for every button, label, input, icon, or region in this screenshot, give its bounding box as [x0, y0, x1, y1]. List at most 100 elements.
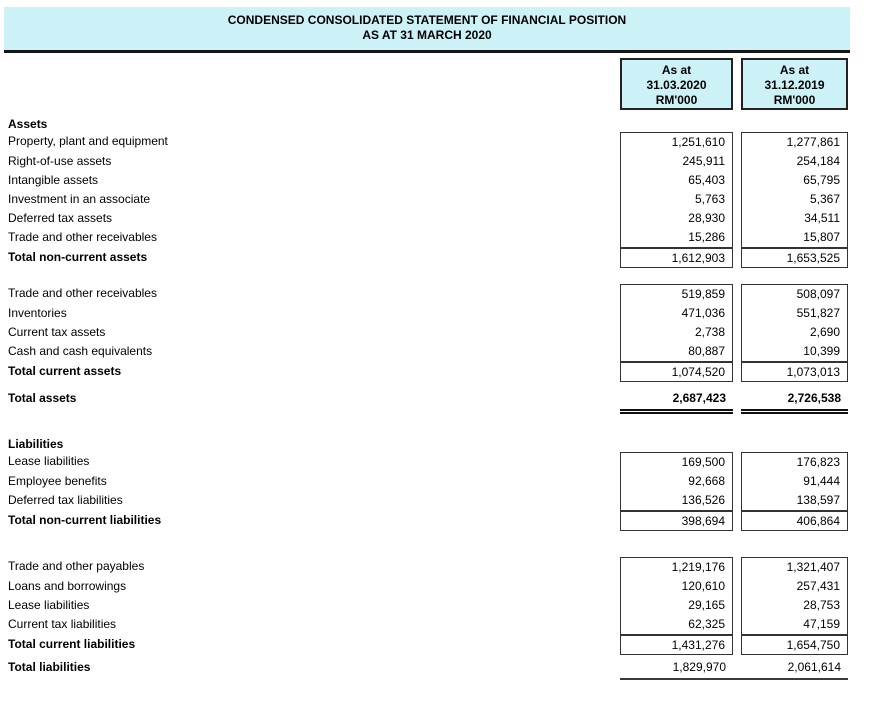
value-2019: 15,807 — [741, 228, 848, 248]
total-assets-row: Total assets 2,687,423 2,726,538 — [0, 390, 848, 414]
value-2019: 5,367 — [741, 190, 848, 209]
group-non-current-liabilities: Lease liabilities 169,500 176,823 Employ… — [0, 452, 878, 531]
value-2020: 92,668 — [620, 472, 733, 491]
row-label: Total current assets — [8, 364, 122, 378]
row-label: Loans and borrowings — [8, 579, 127, 593]
value-2020: 28,930 — [620, 209, 733, 228]
row-label: Lease liabilities — [8, 598, 90, 612]
total-liabilities-row: Total liabilities 1,829,970 2,061,614 — [0, 659, 848, 675]
value-2020: 1,074,520 — [620, 362, 733, 382]
value-2019: 257,431 — [741, 577, 848, 596]
row-label: Deferred tax assets — [8, 211, 113, 225]
value-2020: 2,687,423 — [620, 390, 733, 414]
total-row-current-assets: Total current assets 1,074,520 1,073,013 — [0, 362, 848, 382]
value-2019: 28,753 — [741, 596, 848, 615]
header-rule — [4, 50, 850, 53]
row-label: Intangible assets — [8, 173, 99, 187]
table-row: Deferred tax assets 28,930 34,511 — [0, 209, 848, 228]
table-row: Cash and cash equivalents 80,887 10,399 — [0, 342, 848, 362]
row-label: Current tax liabilities — [8, 617, 117, 631]
value-2020: 62,325 — [620, 615, 733, 635]
value-2019: 65,795 — [741, 171, 848, 190]
table-row: Current tax liabilities 62,325 47,159 — [0, 615, 848, 635]
value-2020: 29,165 — [620, 596, 733, 615]
total-row-non-current-liabilities: Total non-current liabilities 398,694 40… — [0, 511, 848, 531]
table-row: Current tax assets 2,738 2,690 — [0, 323, 848, 342]
column-header-prefix: As at — [779, 63, 810, 77]
value-2019: 10,399 — [741, 342, 848, 362]
row-label: Inventories — [8, 306, 67, 320]
value-2020: 398,694 — [620, 511, 733, 531]
value-2019: 2,690 — [741, 323, 848, 342]
value-2020: 471,036 — [620, 304, 733, 323]
group-non-current-assets: Property, plant and equipment 1,251,610 … — [0, 132, 878, 268]
column-header-unit: RM'000 — [773, 93, 816, 107]
value-2020: 169,500 — [620, 452, 733, 472]
value-2020: 519,859 — [620, 284, 733, 304]
row-label: Investment in an associate — [8, 192, 151, 206]
value-2019: 551,827 — [741, 304, 848, 323]
title-band: CONDENSED CONSOLIDATED STATEMENT OF FINA… — [4, 7, 850, 50]
table-row: Deferred tax liabilities 136,526 138,597 — [0, 491, 848, 511]
table-row: Lease liabilities 29,165 28,753 — [0, 596, 848, 615]
row-label: Total assets — [8, 391, 77, 405]
row-label: Deferred tax liabilities — [8, 493, 123, 507]
value-2019: 508,097 — [741, 284, 848, 304]
value-2019: 2,061,614 — [787, 660, 841, 674]
column-header-2019: As at 31.12.2019 RM'000 — [741, 58, 848, 110]
column-header-prefix: As at — [661, 63, 692, 77]
row-label: Cash and cash equivalents — [8, 344, 153, 358]
row-label: Trade and other receivables — [8, 286, 157, 300]
row-label: Lease liabilities — [8, 454, 90, 468]
value-2020: 80,887 — [620, 342, 733, 362]
value-2020: 1,612,903 — [620, 248, 733, 268]
value-2019: 1,653,525 — [741, 248, 848, 268]
value-2019: 1,073,013 — [741, 362, 848, 382]
total-liabilities-underline — [620, 678, 848, 680]
value-2019: 91,444 — [741, 472, 848, 491]
value-2020: 245,911 — [620, 152, 733, 171]
value-2020: 65,403 — [620, 171, 733, 190]
table-row: Investment in an associate 5,763 5,367 — [0, 190, 848, 209]
row-label: Total non-current assets — [8, 250, 148, 264]
column-header-2020: As at 31.03.2020 RM'000 — [620, 58, 733, 110]
total-row-current-liabilities: Total current liabilities 1,431,276 1,65… — [0, 635, 848, 655]
section-heading-assets: Assets — [8, 117, 48, 131]
document-page: CONDENSED CONSOLIDATED STATEMENT OF FINA… — [0, 7, 878, 680]
column-headers-row: As at 31.03.2020 RM'000 As at 31.12.2019… — [0, 58, 848, 110]
column-header-date: 31.03.2020 — [646, 78, 707, 92]
row-label: Employee benefits — [8, 474, 107, 488]
section-heading-liabilities: Liabilities — [8, 437, 64, 451]
value-2019: 176,823 — [741, 452, 848, 472]
table-row: Trade and other payables 1,219,176 1,321… — [0, 557, 848, 577]
value-2019: 1,277,861 — [741, 132, 848, 152]
table-row: Lease liabilities 169,500 176,823 — [0, 452, 848, 472]
value-2020: 120,610 — [620, 577, 733, 596]
value-2020: 1,219,176 — [620, 557, 733, 577]
column-header-date: 31.12.2019 — [764, 78, 825, 92]
row-label: Total liabilities — [8, 660, 91, 674]
row-label: Right-of-use assets — [8, 154, 112, 168]
table-row: Employee benefits 92,668 91,444 — [0, 472, 848, 491]
row-label: Current tax assets — [8, 325, 106, 339]
group-current-liabilities: Trade and other payables 1,219,176 1,321… — [0, 557, 878, 655]
column-header-unit: RM'000 — [655, 93, 698, 107]
row-label: Total non-current liabilities — [8, 513, 162, 527]
page-title-line2: AS AT 31 MARCH 2020 — [362, 28, 492, 42]
value-2019: 34,511 — [741, 209, 848, 228]
value-2020: 2,738 — [620, 323, 733, 342]
group-current-assets: Trade and other receivables 519,859 508,… — [0, 284, 878, 382]
row-label: Trade and other payables — [8, 559, 145, 573]
value-2020: 1,829,970 — [672, 660, 726, 674]
page-title-line1: CONDENSED CONSOLIDATED STATEMENT OF FINA… — [227, 13, 627, 27]
table-row: Intangible assets 65,403 65,795 — [0, 171, 848, 190]
value-2019: 138,597 — [741, 491, 848, 511]
value-2020: 136,526 — [620, 491, 733, 511]
value-2019: 2,726,538 — [741, 390, 848, 414]
value-2019: 406,864 — [741, 511, 848, 531]
table-row: Loans and borrowings 120,610 257,431 — [0, 577, 848, 596]
table-row: Inventories 471,036 551,827 — [0, 304, 848, 323]
value-2019: 254,184 — [741, 152, 848, 171]
value-2019: 1,654,750 — [741, 635, 848, 655]
table-row: Property, plant and equipment 1,251,610 … — [0, 132, 848, 152]
